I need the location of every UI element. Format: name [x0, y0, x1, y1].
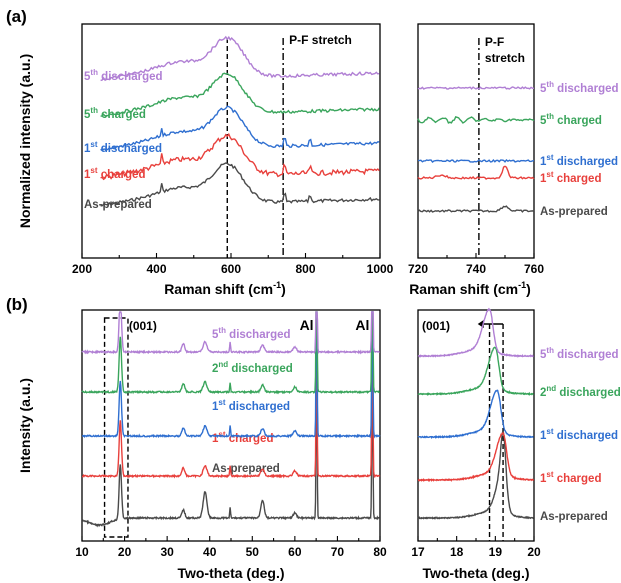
xrd-zoom-series-line — [417, 389, 534, 440]
raman-zoom-series-label: 5th charged — [540, 112, 602, 127]
raman-right-xtick-label: 760 — [524, 262, 544, 276]
xrd-series-line — [81, 311, 380, 355]
xrd-zoom-series-line — [417, 430, 534, 521]
raman-right-xtick-label: 740 — [466, 262, 486, 276]
xrd-series-label: 5th discharged — [212, 326, 291, 341]
raman-series-line — [100, 132, 380, 181]
raman-right-xtick-label: 720 — [408, 262, 428, 276]
xrd-left-xtick-label: 40 — [203, 545, 217, 559]
al-peak-label: Al — [300, 317, 314, 333]
xrd-left-ylabel: Intensity (a.u.) — [17, 378, 33, 473]
raman-series-line — [100, 162, 380, 207]
panels: 200 400 600 800 1000 Raman shift (cm-1) Normal… — [17, 23, 621, 581]
raman-zoom-series-line — [417, 116, 535, 124]
pf-stretch-label: P-F stretch — [289, 33, 352, 47]
raman-zoom-series-line — [417, 86, 535, 90]
panel-b-label: (b) — [6, 295, 28, 314]
raman-left-xtick-label: 800 — [295, 262, 315, 276]
raman-series-label: 5th charged — [84, 106, 146, 121]
raman-left-xlabel: Raman shift (cm-1) — [164, 280, 286, 297]
xrd-zoom-series-label: 5th discharged — [540, 346, 619, 361]
raman-zoom-series-label: 1st charged — [540, 170, 601, 185]
xrd-series-line — [82, 311, 381, 439]
xrd-zoom-series-label: 2nd discharged — [540, 384, 621, 399]
raman-series-label: 5th discharged — [84, 68, 163, 83]
xrd-zoom-series-line — [417, 431, 535, 482]
raman-right-xlabel: Raman shift (cm-1) — [409, 280, 531, 297]
xrd-series-line — [81, 311, 381, 479]
raman-left-ylabel: Normalized intensity (a.u.) — [17, 54, 33, 228]
xrd-series-label: As-prepared — [212, 463, 280, 475]
xrd-series-label: 1st discharged — [212, 398, 290, 413]
raman-series-label: As-prepared — [84, 199, 152, 211]
raman-left-xtick-label: 1000 — [367, 262, 394, 276]
xrd-left-xtick-label: 50 — [246, 545, 260, 559]
raman-left-xtick-label: 400 — [146, 262, 166, 276]
raman-zoom-series-line — [417, 158, 535, 163]
xrd-right-xtick-label: 18 — [450, 545, 464, 559]
raman-zoom-series-line — [417, 165, 535, 180]
xrd-left-xtick-label: 70 — [331, 545, 345, 559]
raman-left-xtick-label: 600 — [221, 262, 241, 276]
xrd-right-xtick-label: 20 — [527, 545, 541, 559]
xrd-zoom-series-line — [417, 307, 534, 358]
xrd-left-xlabel: Two-theta (deg.) — [177, 565, 284, 581]
raman-series-label: 1st discharged — [84, 140, 162, 155]
xrd-zoom-series-label: 1st discharged — [540, 427, 618, 442]
raman-series-line — [100, 105, 380, 152]
xrd-left-xtick-label: 30 — [160, 545, 174, 559]
xrd-left-xtick-label: 10 — [75, 545, 89, 559]
xrd-series-line — [81, 350, 380, 528]
pf-label-line1: P-F — [485, 35, 504, 49]
raman-series-line — [100, 72, 380, 117]
raman-zoom-series-label: As-prepared — [540, 206, 608, 218]
xrd-right-xlabel: Two-theta (deg.) — [422, 565, 529, 581]
peak-001-box — [103, 317, 129, 538]
xrd-left-xtick-label: 60 — [288, 545, 302, 559]
xrd-zoom-series-label: 1st charged — [540, 470, 601, 485]
raman-zoom-series-label: 5th discharged — [540, 80, 619, 95]
xrd-series-line — [81, 311, 381, 395]
peak-001-zoom-label: (001) — [422, 319, 450, 333]
al-peak-label: Al — [355, 317, 369, 333]
xrd-series-label: 2nd discharged — [212, 360, 293, 375]
panel-a-label: (a) — [6, 7, 27, 26]
xrd-left-xtick-label: 20 — [118, 545, 132, 559]
raman-series-line — [100, 35, 380, 82]
xrd-left-xtick-label: 80 — [373, 545, 387, 559]
xrd-right-xtick-label: 19 — [489, 545, 503, 559]
raman-zoom-series-label: 1st discharged — [540, 153, 618, 168]
raman-left-xtick-label: 200 — [72, 262, 92, 276]
xrd-zoom-series-line — [417, 346, 534, 397]
raman-zoom-series-line — [417, 205, 535, 213]
pf-label-line2: stretch — [485, 51, 525, 65]
peak-001-label: (001) — [129, 319, 157, 333]
raman-left-frame — [81, 23, 381, 259]
xrd-zoom-series-label: As-prepared — [540, 511, 608, 523]
xrd-right-xtick-label: 17 — [411, 545, 425, 559]
raman-series-label: 1st charged — [84, 166, 145, 181]
